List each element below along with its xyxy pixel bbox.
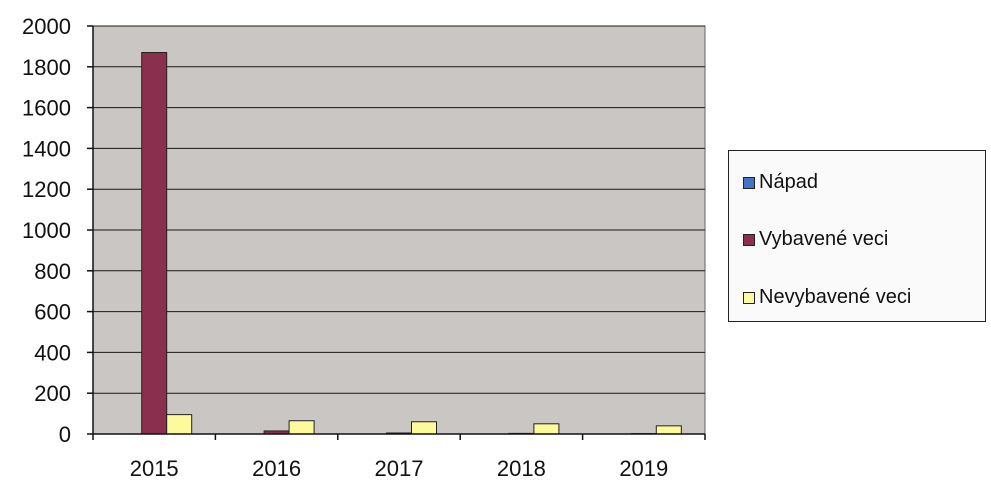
bar-nevybavené-veci-2015 <box>166 414 193 435</box>
y-tick-labels: 0 200 400 600 800 1000 1200 1400 1600 1800 2000 <box>22 14 71 447</box>
gridlines <box>93 25 705 394</box>
y-tick-label: 1600 <box>22 96 71 121</box>
bar-nevybavené-veci-2019 <box>655 425 682 435</box>
bar-nevybavené-veci-2018 <box>533 423 560 435</box>
y-tick-label: 200 <box>34 381 71 406</box>
x-tick-label: 2019 <box>619 456 668 481</box>
bars <box>141 52 682 435</box>
y-tick-label: 1800 <box>22 55 71 80</box>
x-tick-label: 2016 <box>252 456 301 481</box>
legend-label-vybavene: Vybavené veci <box>759 228 889 250</box>
y-tick-label: 600 <box>34 300 71 325</box>
y-tick-label: 800 <box>34 259 71 284</box>
bar-nevybavené-veci-2017 <box>411 421 437 435</box>
y-tick-label: 1400 <box>22 136 71 161</box>
legend-swatch-napad <box>743 176 755 189</box>
x-tick-label: 2018 <box>497 456 546 481</box>
legend-swatch-nevybavene <box>743 291 755 304</box>
bar-vybavené-veci-2015 <box>141 52 168 435</box>
legend-item-nevybavene: Nevybavené veci <box>743 286 911 309</box>
axes <box>87 25 706 440</box>
legend-label-napad: Nápad <box>759 171 818 193</box>
y-tick-label: 1000 <box>22 218 71 243</box>
y-tick-label: 2000 <box>22 14 71 39</box>
x-tick-labels: 2015 2016 2017 2018 2019 <box>130 456 669 481</box>
x-tick-label: 2017 <box>375 456 424 481</box>
legend: Nápad Vybavené veci Nevybavené veci <box>728 150 986 322</box>
legend-label-nevybavene: Nevybavené veci <box>759 286 912 308</box>
y-tick-label: 400 <box>34 340 71 365</box>
x-tick-label: 2015 <box>130 456 179 481</box>
legend-swatch-vybavene <box>743 233 755 246</box>
legend-item-vybavene: Vybavené veci <box>743 228 888 251</box>
y-tick-label: 0 <box>59 422 71 447</box>
legend-item-napad: Nápad <box>743 171 818 194</box>
bar-nevybavené-veci-2016 <box>288 420 315 435</box>
y-tick-label: 1200 <box>22 177 71 202</box>
